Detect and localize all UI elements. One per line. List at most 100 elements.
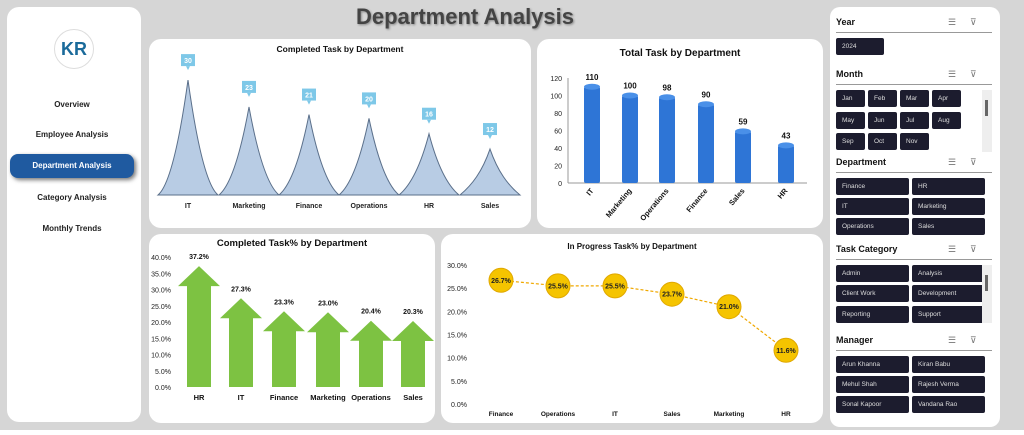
data-label-pointer: [488, 135, 492, 140]
slicer-item[interactable]: Client Work: [836, 285, 909, 303]
slicer-item[interactable]: Jul: [900, 111, 929, 129]
data-label: 30: [184, 58, 192, 65]
x-tick-label: Sales: [727, 187, 746, 208]
slicer-item[interactable]: Oct: [868, 133, 897, 151]
slicer-month: Month ☰ ⊽ Jan Feb Mar Apr May Jun Jul Aug Sep Oct Nov: [836, 69, 992, 152]
data-point: [488, 267, 514, 293]
x-tick-label: Sales: [664, 411, 681, 418]
bar: [778, 145, 794, 183]
x-tick-label: IT: [185, 203, 192, 210]
data-label-pointer: [307, 100, 311, 105]
x-tick-label: IT: [612, 411, 618, 418]
clear-filter-icon[interactable]: ⊽: [970, 17, 977, 27]
scrollbar[interactable]: [982, 265, 992, 323]
x-tick-label: Operations: [351, 203, 388, 210]
nav-monthly-trends[interactable]: Monthly Trends: [42, 224, 102, 233]
bar: [659, 97, 675, 183]
scrollbar[interactable]: [982, 90, 992, 152]
data-label-pointer: [367, 104, 371, 109]
y-tick-label: 0: [558, 181, 562, 188]
slicer-item[interactable]: 2024: [836, 38, 884, 55]
chart-title: Completed Task by Department: [276, 44, 404, 54]
slicer-item[interactable]: Sep: [836, 133, 865, 151]
slicer-item[interactable]: Nov: [900, 133, 929, 151]
slicer-item[interactable]: Operations: [836, 218, 909, 235]
y-tick-label: 20: [554, 164, 562, 171]
bar: [584, 86, 600, 183]
data-label-box: [242, 80, 256, 93]
slicer-task_category-header: Task Category ☰ ⊽: [836, 244, 992, 260]
arrow-bar: [350, 320, 392, 387]
slicer-item[interactable]: Marketing: [912, 198, 985, 215]
x-tick-label: Marketing: [714, 411, 745, 418]
slicer-department: Department ☰ ⊽ Finance HR IT Marketing Operatio…: [836, 157, 992, 235]
slicer-manager-header: Manager ☰ ⊽: [836, 335, 992, 351]
x-tick-label: Operations: [541, 411, 576, 418]
slicer-item[interactable]: Mehul Shah: [836, 376, 909, 393]
x-tick-label: Finance: [684, 187, 709, 214]
chart-title: In Progress Task% by Department: [567, 242, 697, 251]
x-tick-label: HR: [781, 411, 791, 418]
slicer-item[interactable]: IT: [836, 198, 909, 215]
sidebar-nav: KR Overview Employee Analysis Department…: [7, 7, 141, 422]
slicer-item[interactable]: Mar: [900, 90, 929, 107]
slicer-item[interactable]: Kiran Babu: [912, 356, 985, 373]
data-label: 59: [739, 117, 748, 126]
slicer-item[interactable]: Admin: [836, 265, 909, 282]
y-tick-label: 20.0%: [447, 309, 467, 316]
multi-select-icon[interactable]: ☰: [948, 157, 957, 167]
y-tick-label: 80: [554, 111, 562, 118]
scrollbar-thumb[interactable]: [985, 100, 988, 116]
slicer-item[interactable]: Vandana Rao: [912, 396, 985, 413]
slicer-item[interactable]: Jun: [868, 111, 897, 129]
slicer-month-title: Month: [836, 69, 863, 79]
slicer-item[interactable]: May: [836, 111, 865, 129]
data-label: 11.6%: [776, 348, 796, 355]
multi-select-icon[interactable]: ☰: [948, 244, 957, 254]
nav-overview[interactable]: Overview: [54, 100, 90, 109]
clear-filter-icon[interactable]: ⊽: [970, 157, 977, 167]
slicer-task_category-title: Task Category: [836, 244, 898, 254]
slicer-item[interactable]: Reporting: [836, 305, 909, 323]
bar-top: [584, 83, 600, 90]
y-tick-label: 100: [550, 94, 562, 101]
data-label: 12: [486, 127, 494, 134]
slicer-item[interactable]: Support: [912, 305, 985, 323]
slicer-month-header: Month ☰ ⊽: [836, 69, 992, 85]
slicer-item[interactable]: Analysis: [912, 265, 985, 282]
scrollbar-thumb[interactable]: [985, 275, 988, 291]
clear-filter-icon[interactable]: ⊽: [970, 335, 977, 345]
slicer-item[interactable]: Apr: [932, 90, 961, 107]
nav-department-analysis[interactable]: Department Analysis: [10, 154, 134, 178]
multi-select-icon[interactable]: ☰: [948, 69, 957, 79]
clear-filter-icon[interactable]: ⊽: [970, 69, 977, 79]
multi-select-icon[interactable]: ☰: [948, 335, 957, 345]
nav-category-analysis[interactable]: Category Analysis: [37, 193, 107, 202]
slicer-item[interactable]: Aug: [932, 111, 961, 129]
slicer-item[interactable]: Rajesh Verma: [912, 376, 985, 393]
slicer-item[interactable]: Finance: [836, 178, 909, 195]
slicer-item[interactable]: Sonal Kapoor: [836, 396, 909, 413]
slicer-item[interactable]: Sales: [912, 218, 985, 235]
y-tick-label: 5.0%: [451, 379, 467, 386]
arrow-bar: [307, 312, 349, 387]
slicer-item[interactable]: Feb: [868, 90, 897, 107]
slicer-month-items: Jan Feb Mar Apr May Jun Jul Aug Sep Oct Nov: [836, 90, 992, 152]
y-tick-label: 0.0%: [155, 385, 171, 392]
data-label: 23.3%: [274, 299, 295, 306]
slicer-item[interactable]: Arun Khanna: [836, 356, 909, 373]
slicer-department-items: Finance HR IT Marketing Operations Sales: [836, 178, 992, 235]
nav-employee-analysis[interactable]: Employee Analysis: [35, 130, 109, 139]
y-tick-label: 30.0%: [151, 288, 171, 295]
bar-top: [698, 101, 714, 108]
clear-filter-icon[interactable]: ⊽: [970, 244, 977, 254]
data-point: [545, 273, 571, 299]
arrow-bar: [178, 266, 220, 387]
y-tick-label: 0.0%: [451, 402, 467, 409]
slicer-item[interactable]: HR: [912, 178, 985, 195]
slicer-year-title: Year: [836, 17, 856, 27]
multi-select-icon[interactable]: ☰: [948, 17, 957, 27]
slicer-item[interactable]: Development: [912, 285, 985, 303]
slicer-item[interactable]: Jan: [836, 90, 865, 107]
y-tick-label: 60: [554, 129, 562, 136]
